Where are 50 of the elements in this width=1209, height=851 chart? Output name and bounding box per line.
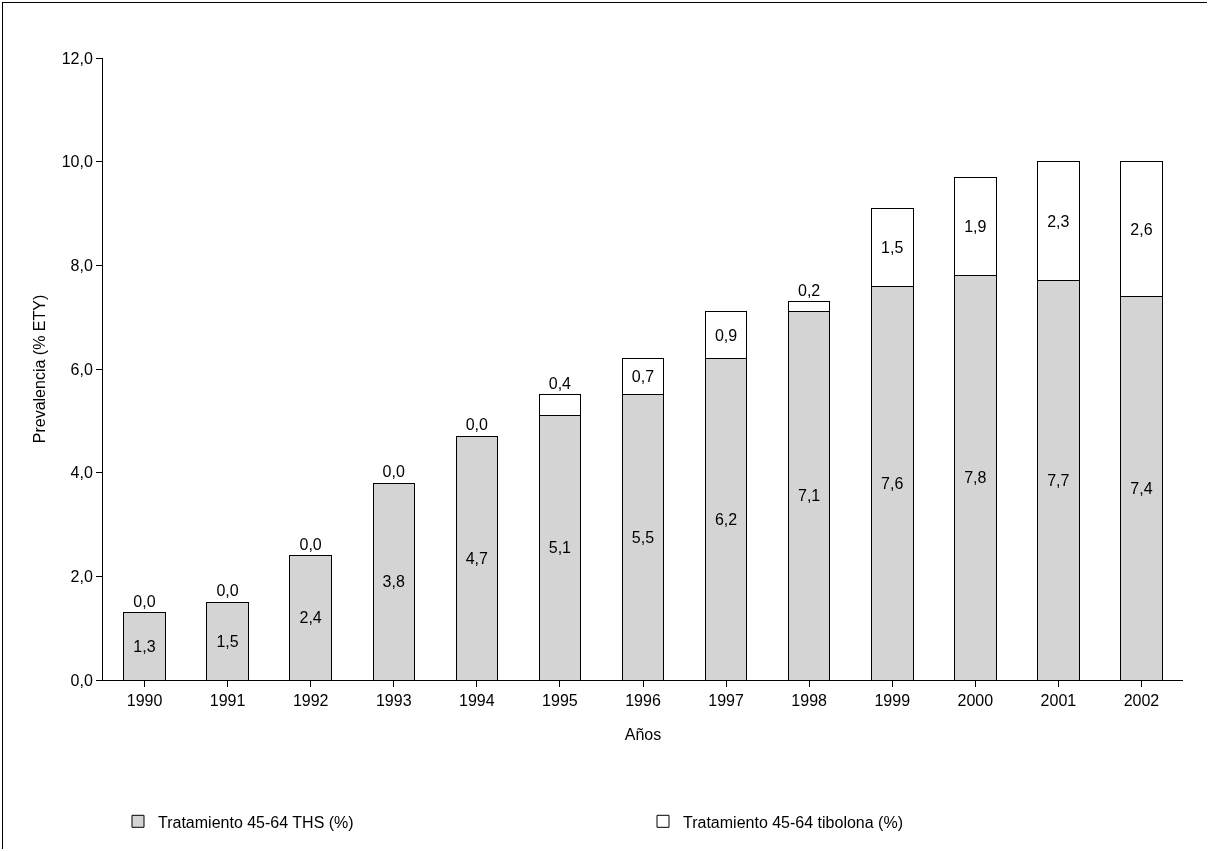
data-label: 2,3 [1047,212,1070,230]
data-label: 0,0 [216,582,239,600]
x-axis-title: Años [624,725,662,743]
y-tick-label: 6,0 [70,360,93,378]
data-label: 7,1 [797,487,821,505]
x-tick-label: 2000 [957,692,994,710]
data-label: 7,6 [881,474,904,492]
x-tick-label: 1992 [292,692,329,710]
data-label: 0,9 [714,326,738,344]
data-label: 6,2 [714,510,738,528]
y-tick-label: 12,0 [61,49,93,67]
x-tick-label: 1996 [625,692,661,710]
data-label: 7,4 [1130,479,1153,497]
data-label: 1,5 [216,632,239,650]
data-label: 7,8 [964,469,987,487]
x-tick-label: 2002 [1123,692,1160,710]
data-label: 0,0 [133,592,156,610]
data-label: 0,0 [465,416,489,434]
y-tick-label: 0,0 [70,671,93,689]
legend-label: Tratamiento 45-64 tibolona (%) [683,813,903,831]
x-tick-label: 1990 [126,692,163,710]
legend-label: Tratamiento 45-64 THS (%) [158,813,354,831]
data-label: 7,7 [1047,471,1070,489]
data-label: 1,9 [964,217,987,235]
x-tick-label: 1994 [459,692,495,710]
x-tick-label: 2001 [1040,692,1077,710]
x-tick-label: 1993 [375,692,412,710]
x-tick-label: 1991 [209,692,246,710]
y-tick-label: 4,0 [70,464,93,482]
x-tick-label: 1999 [874,692,911,710]
data-label: 1,5 [881,238,904,256]
y-tick-label: 8,0 [70,256,93,274]
data-label: 0,0 [299,535,322,553]
data-label: 0,7 [631,368,655,386]
data-label: 4,7 [465,549,489,567]
y-tick-label: 2,0 [70,567,93,585]
x-tick-label: 1997 [708,692,744,710]
x-tick-label: 1995 [542,692,578,710]
data-label: 5,5 [631,528,655,546]
data-label: 5,1 [548,539,572,557]
data-label: 0,0 [382,463,405,481]
y-tick-label: 10,0 [61,153,93,171]
data-label: 2,4 [299,609,322,627]
data-label: 1,3 [133,637,156,655]
data-label: 0,2 [797,281,821,299]
data-label: 0,4 [548,374,572,392]
data-label: 3,8 [382,573,405,591]
data-label: 2,6 [1130,220,1153,238]
y-axis-title: Prevalencia (% ETY) [30,294,48,444]
x-tick-label: 1998 [791,692,828,710]
